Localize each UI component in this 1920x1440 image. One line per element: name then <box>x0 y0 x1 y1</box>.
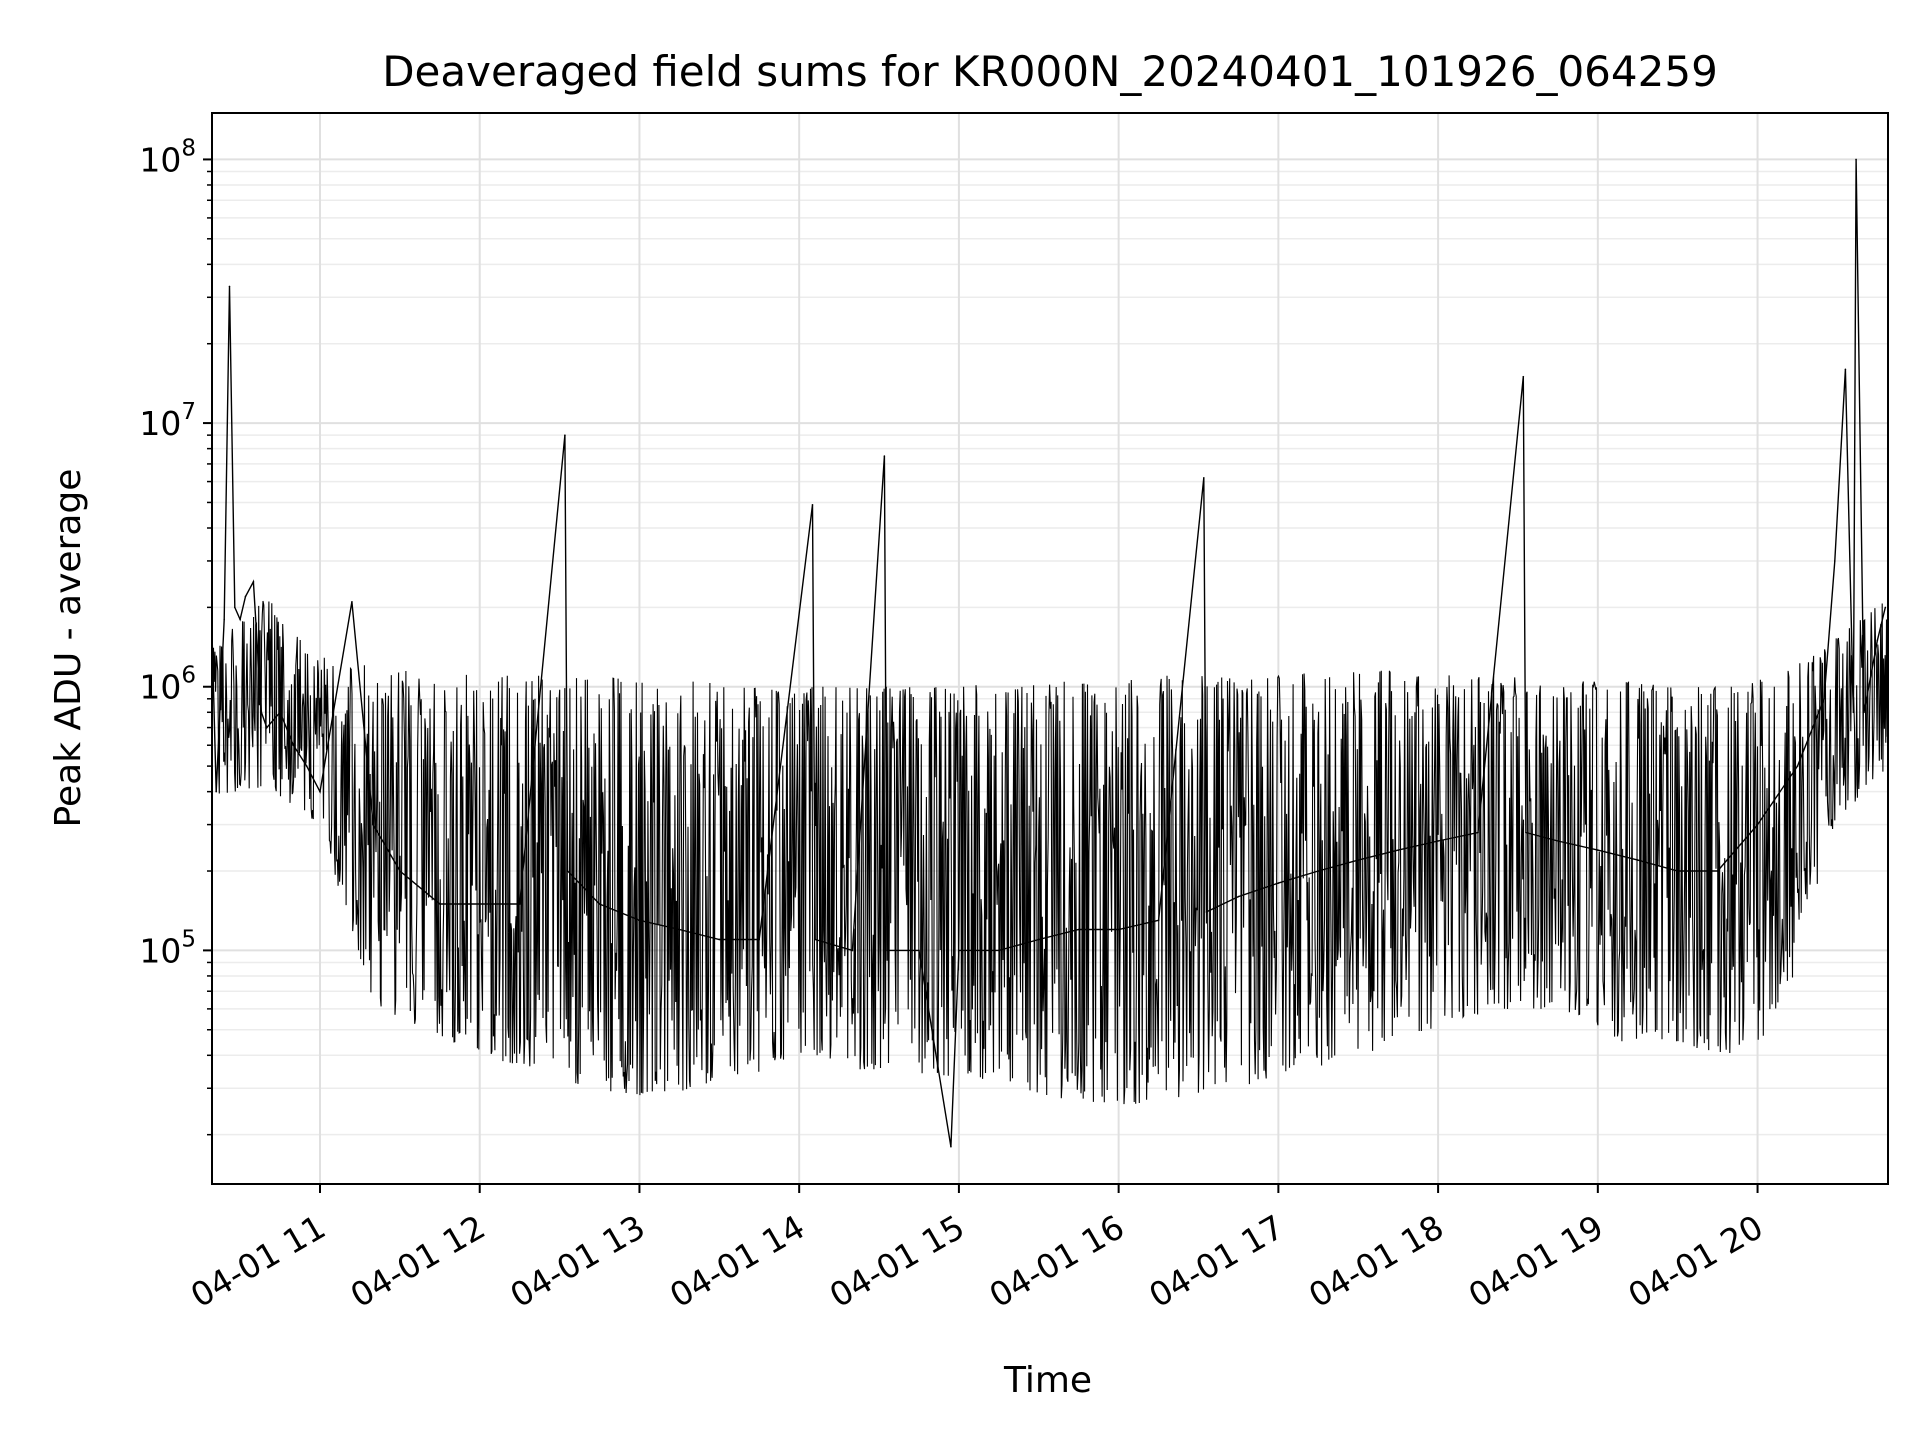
data-point <box>1437 840 1439 842</box>
plot-frame <box>211 112 1889 1185</box>
data-point <box>1833 560 1836 562</box>
data-point <box>918 949 920 952</box>
data-point <box>758 938 761 941</box>
data-point <box>1477 831 1479 834</box>
data-point <box>958 949 960 952</box>
data-point <box>228 285 231 288</box>
data-point <box>638 919 641 922</box>
data-point <box>1676 870 1679 872</box>
data-point <box>351 600 353 603</box>
data-point <box>1855 158 1857 161</box>
data-point <box>851 949 854 952</box>
y-tick-label: 106 <box>139 663 196 707</box>
y-tick-label: 105 <box>139 926 196 970</box>
data-point <box>239 618 241 621</box>
data-point <box>883 455 886 457</box>
data-point <box>1077 928 1080 931</box>
series-layer <box>211 158 1889 1148</box>
data-point <box>598 903 601 905</box>
data-point <box>1863 711 1865 714</box>
y-tick-label: 107 <box>139 399 196 443</box>
data-point <box>1397 849 1399 851</box>
data-point <box>292 744 295 747</box>
data-point <box>234 606 236 609</box>
data-point <box>438 903 441 905</box>
data-point <box>1525 831 1527 834</box>
data-point <box>564 434 566 436</box>
data-point <box>1203 477 1205 479</box>
data-point <box>305 765 308 767</box>
data-point <box>518 903 521 905</box>
data-point <box>1597 849 1599 851</box>
data-point <box>1237 895 1240 898</box>
data-point <box>260 711 263 714</box>
data-point <box>252 581 255 583</box>
data-point <box>1756 823 1759 826</box>
data-point <box>566 870 569 872</box>
data-point <box>1117 928 1120 931</box>
data-point <box>998 949 1000 952</box>
y-tick-label: 108 <box>139 135 196 179</box>
data-point <box>478 903 481 905</box>
data-point <box>1037 938 1040 941</box>
data-point <box>811 503 814 506</box>
data-point <box>265 726 268 729</box>
chart-title: Deaveraged field sums for KR000N_2024040… <box>382 47 1718 96</box>
data-point <box>950 1145 952 1148</box>
data-point <box>1522 375 1525 378</box>
y-axis-label: Peak ADU - average <box>48 469 89 828</box>
data-point <box>814 938 816 941</box>
data-point <box>1357 859 1360 861</box>
data-point <box>1636 859 1639 861</box>
data-point <box>215 790 217 793</box>
data-point <box>1876 639 1879 642</box>
data-point <box>1716 870 1719 872</box>
data-point <box>1796 765 1799 767</box>
data-point <box>372 823 375 826</box>
data-point <box>1844 368 1847 371</box>
data-point <box>223 618 225 621</box>
data-point <box>244 595 247 598</box>
series-noise-band <box>211 600 1889 1105</box>
data-point <box>319 790 321 793</box>
data-point <box>886 949 888 952</box>
data-point <box>399 870 401 872</box>
data-point <box>1277 882 1280 884</box>
data-point <box>678 928 681 931</box>
data-point <box>1157 919 1160 922</box>
data-point <box>1557 840 1559 842</box>
data-point <box>1884 606 1887 609</box>
x-axis-label: Time <box>1003 1360 1092 1401</box>
data-point <box>1317 870 1320 872</box>
data-point <box>1205 911 1208 913</box>
data-point <box>1823 697 1825 700</box>
data-point <box>279 711 281 714</box>
series-line <box>211 159 1886 1147</box>
data-point <box>1852 711 1855 714</box>
data-point <box>718 938 721 941</box>
